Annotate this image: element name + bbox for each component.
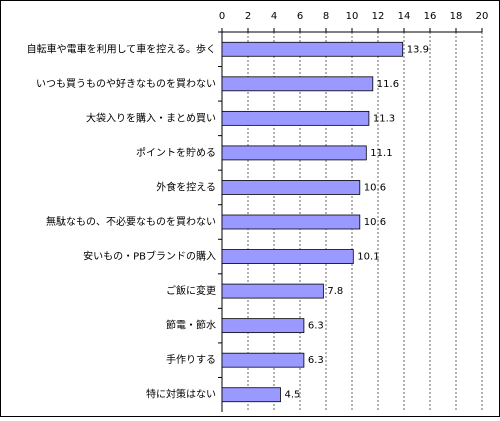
x-tick-label: 0 (219, 11, 225, 22)
y-tick-label: 大袋入りを購入・まとめ買い (86, 111, 216, 124)
value-label: 10.6 (364, 182, 386, 193)
value-label: 10.1 (357, 252, 379, 263)
bar (221, 387, 281, 403)
x-tick-label: 14 (398, 11, 411, 22)
value-label: 6.3 (308, 321, 324, 332)
value-label: 7.8 (327, 286, 343, 297)
x-tick-label: 18 (450, 11, 463, 22)
x-tick-label: 2 (245, 11, 251, 22)
value-label: 13.9 (407, 44, 429, 55)
y-tick-label: 無駄なもの、不必要なものを買わない (46, 215, 216, 228)
value-label: 4.5 (285, 390, 301, 401)
bar (221, 249, 354, 264)
bar (221, 318, 305, 334)
y-tick-label: 節電・節水 (166, 319, 216, 332)
value-label: 6.3 (308, 355, 324, 366)
bar (221, 110, 370, 126)
y-tick-label: 手作りする (166, 353, 216, 366)
y-tick-label: いつも買うものや好きなものを買わない (36, 78, 216, 90)
value-label: 11.6 (377, 79, 399, 90)
y-tick-label: ポイントを貯める (136, 147, 216, 159)
x-tick-label: 20 (476, 11, 489, 22)
bar (221, 145, 367, 161)
bar (221, 180, 361, 195)
x-tick-label: 16 (424, 11, 437, 22)
y-tick-label: 安いもの・PBブランドの購入 (83, 250, 216, 263)
x-tick-label: 12 (372, 11, 385, 22)
bar (221, 214, 361, 230)
bar (221, 352, 305, 368)
value-label: 10.6 (364, 217, 386, 228)
value-label: 11.1 (370, 148, 392, 159)
y-tick-label: 外食を控える (156, 180, 216, 193)
bar (221, 41, 404, 57)
x-tick-label: 4 (271, 11, 277, 22)
x-tick-label: 6 (297, 11, 303, 22)
bar (221, 76, 374, 92)
y-tick-label: ご飯に変更 (166, 284, 216, 297)
x-tick-label: 8 (323, 11, 329, 22)
x-tick-label: 10 (346, 11, 359, 22)
y-tick-label: 自転車や電車を利用して車を控える。歩く (27, 42, 216, 55)
value-label: 11.3 (373, 113, 395, 124)
y-tick-label: 特に対策はない (146, 388, 216, 401)
bar (221, 283, 324, 299)
